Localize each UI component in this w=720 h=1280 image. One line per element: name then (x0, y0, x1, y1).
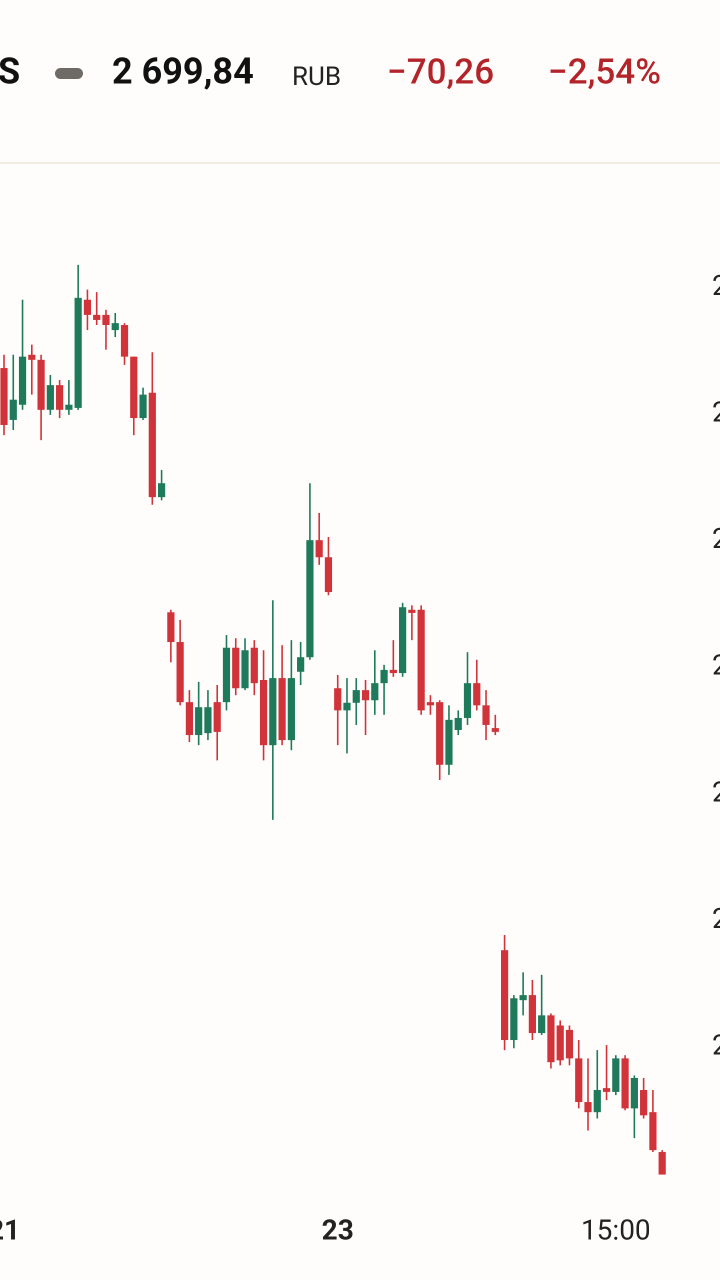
candle-body (148, 392, 156, 498)
candle-body (500, 950, 509, 1041)
candlestick-chart: 2 720 2 740 2 760 2 780 2 800 2 820 2 840 21 23 1… (0, 264, 720, 1246)
x-tick-label: 23 (322, 1213, 354, 1246)
candle-body (28, 354, 36, 360)
candle-body (602, 1088, 611, 1092)
candle-body (18, 356, 27, 405)
candle-body (334, 688, 342, 711)
candle-body (630, 1078, 638, 1109)
candle-body (102, 314, 110, 326)
candle-body (528, 995, 536, 1034)
candle-body (408, 609, 416, 613)
candle-body (593, 1090, 601, 1113)
candle-body (519, 995, 527, 1001)
candle-body (315, 540, 323, 558)
x-tick-label: 21 (0, 1213, 20, 1246)
ticker: S (0, 51, 20, 93)
currency: RUB (292, 62, 341, 92)
candle-body (565, 1029, 574, 1059)
candle-body (46, 385, 54, 410)
y-tick-label: 2 820 (712, 396, 720, 429)
y-tick-label: 2 740 (712, 902, 720, 935)
candle-body (649, 1112, 657, 1151)
candle-body (83, 299, 92, 315)
candle-body (139, 394, 147, 419)
y-tick-label: 2 840 (712, 269, 720, 302)
candle-body (130, 356, 138, 419)
y-tick-label: 2 800 (712, 522, 720, 555)
candle-body (93, 314, 101, 320)
candle-body (306, 540, 314, 658)
candle-body (491, 728, 499, 732)
candle-body (473, 683, 481, 706)
change-percent: −2,54% (548, 51, 661, 92)
candle-body (213, 702, 221, 732)
candle-body (204, 707, 212, 734)
candle-body (389, 669, 397, 674)
candle-body (426, 702, 435, 706)
candle-body (436, 702, 444, 765)
candle-body (120, 325, 129, 357)
candle-body (482, 705, 490, 725)
candle-body (371, 683, 379, 701)
candle-body (65, 404, 73, 410)
candle-body (278, 678, 286, 741)
candle-body (463, 683, 472, 718)
candle-body (324, 557, 333, 593)
candle-body (658, 1152, 666, 1175)
y-tick-label: 2 760 (712, 775, 720, 808)
candle-body (575, 1058, 583, 1103)
candle-body (195, 707, 203, 736)
candle-body (621, 1058, 629, 1109)
candle-body (454, 717, 462, 730)
candle-body (417, 609, 425, 711)
quote-header: S 2 699,84 RUB −70,26 −2,54% (0, 51, 720, 164)
candle-body (0, 368, 8, 425)
candle-body (111, 323, 119, 331)
candle-body (343, 702, 351, 711)
candle-body (352, 690, 360, 703)
candle-body (232, 647, 240, 689)
candle-body (167, 612, 175, 643)
candle-body (9, 399, 17, 420)
candle-body (56, 385, 64, 410)
candle-body (157, 483, 166, 498)
status-dash (55, 68, 83, 79)
candle-body (269, 678, 277, 746)
candle-body (380, 669, 388, 684)
candle-body (259, 680, 268, 746)
candle-body (74, 297, 82, 408)
y-tick-label: 2 780 (712, 649, 720, 682)
candle-body (640, 1090, 648, 1116)
price: 2 699,84 (112, 51, 254, 93)
candle-body (287, 678, 295, 741)
candle-body (445, 719, 453, 765)
candle-body (361, 690, 370, 701)
candle-body (297, 657, 305, 672)
x-tick-label: 15:00 (581, 1213, 651, 1246)
candle-body (510, 998, 518, 1041)
change: −70,26 (387, 51, 494, 92)
candle-body (584, 1102, 592, 1113)
candle-body (399, 607, 407, 674)
candle-body (222, 647, 231, 703)
candle-body (547, 1015, 555, 1063)
candle-body (612, 1058, 620, 1092)
candle-body (185, 702, 193, 736)
y-tick-label: 2 720 (712, 1028, 720, 1061)
candle-body (241, 650, 249, 689)
candle-body (37, 359, 45, 410)
candle-body (176, 642, 184, 703)
candle-body (556, 1025, 564, 1061)
candle-body (250, 647, 258, 684)
candle-body (538, 1015, 546, 1034)
